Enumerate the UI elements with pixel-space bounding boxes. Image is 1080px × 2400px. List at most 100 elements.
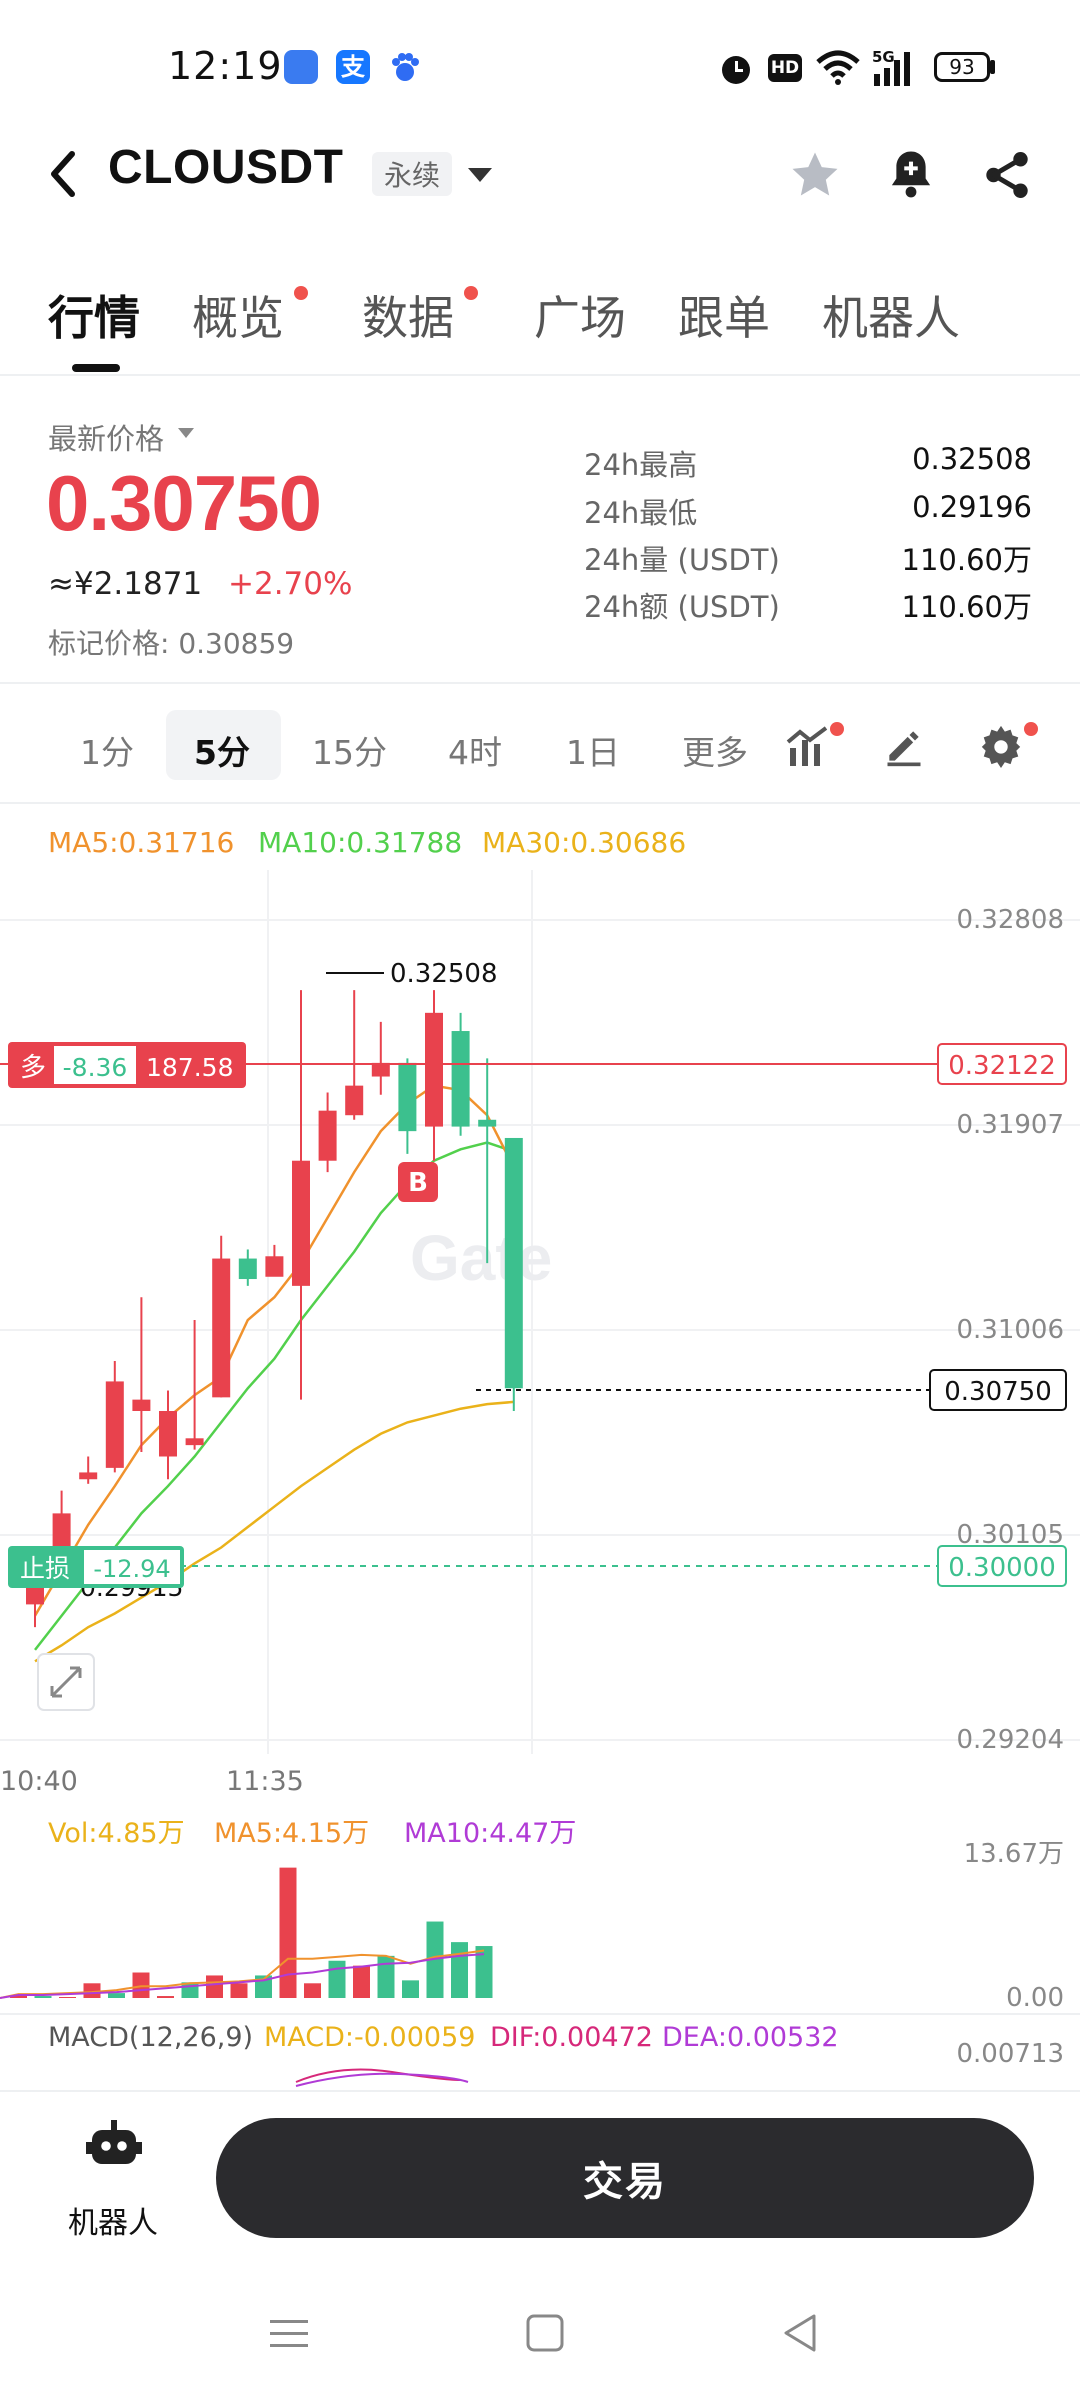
active-tab-indicator xyxy=(72,364,120,372)
pair-title[interactable]: CLOUSDT xyxy=(108,141,344,194)
long-position-tag[interactable]: 多 -8.36 187.58 xyxy=(8,1042,246,1088)
stop-loss-price-tag xyxy=(937,1545,1067,1587)
tab-market[interactable]: 行情 xyxy=(48,291,140,345)
ma10-legend: MA10:0.31788 xyxy=(258,826,463,859)
position-side: 多 xyxy=(20,1053,46,1083)
indicator-icon[interactable] xyxy=(786,724,834,768)
candle-body xyxy=(292,1160,310,1286)
kline-chart[interactable]: Gate 0.32808 0.31907 0.31006 0.30105 0.2… xyxy=(0,810,1080,2090)
blue-app-icon xyxy=(284,50,318,84)
stat-label-low: 24h最低 xyxy=(584,496,698,530)
alarm-icon xyxy=(722,56,750,84)
expand-icon[interactable] xyxy=(37,1653,95,1711)
draw-pen-icon[interactable] xyxy=(882,724,926,768)
interval-5m[interactable]: 5分 xyxy=(194,733,250,772)
buy-marker[interactable] xyxy=(398,1162,438,1202)
volume-ma10-line xyxy=(0,1953,485,1999)
time-axis-label: 11:35 xyxy=(226,1766,304,1797)
last-price: 0.30750 xyxy=(46,459,322,547)
candle-body xyxy=(132,1399,151,1411)
volume-axis-min: 0.00 xyxy=(1006,1983,1064,2013)
mark-price: 标记价格: 0.30859 xyxy=(48,627,295,660)
candle-body xyxy=(345,1085,364,1116)
macd-axis-label: 0.00713 xyxy=(956,2039,1064,2069)
home-icon[interactable] xyxy=(524,2312,566,2354)
dif-line xyxy=(295,2068,461,2083)
volume-bar xyxy=(59,1997,76,1998)
volume-ma5-legend: MA5:4.15万 xyxy=(214,1818,369,1849)
chevron-down-icon[interactable] xyxy=(468,168,492,182)
back-icon[interactable] xyxy=(44,146,84,202)
stat-value-low: 0.29196 xyxy=(912,490,1032,524)
candle-body xyxy=(159,1410,177,1457)
cny-price: ≈¥2.1871 xyxy=(48,566,203,602)
stop-loss-tag[interactable]: 止损 -12.94 xyxy=(8,1546,184,1588)
signal-icon xyxy=(874,52,910,86)
volume-bar xyxy=(10,1995,27,1998)
candle-body xyxy=(105,1381,124,1468)
wifi-icon xyxy=(816,50,860,85)
candle-body xyxy=(238,1258,257,1280)
volume-bar xyxy=(377,1955,395,1998)
volume-legend: Vol:4.85万 xyxy=(48,1818,185,1849)
ma30-line xyxy=(34,1400,514,1663)
interval-more[interactable]: 更多 xyxy=(682,733,748,772)
candle-body xyxy=(185,1438,204,1446)
interval-1d[interactable]: 1日 xyxy=(566,733,620,772)
interval-15m[interactable]: 15分 xyxy=(312,733,387,772)
overview-notification-dot xyxy=(294,286,308,300)
hd-icon: HD xyxy=(768,54,802,82)
volume-bar xyxy=(230,1983,248,1998)
dea-line xyxy=(295,2072,469,2087)
tab-overview[interactable]: 概览 xyxy=(192,291,284,345)
candle-body xyxy=(504,1137,523,1389)
tab-data[interactable]: 数据 xyxy=(362,291,454,345)
bell-plus-icon[interactable] xyxy=(884,146,938,202)
candle-body xyxy=(371,1062,390,1077)
time-axis-label: 10:40 xyxy=(0,1766,78,1797)
stat-label-high: 24h最高 xyxy=(584,448,698,482)
trade-button[interactable]: 交易 xyxy=(216,2118,1034,2238)
tab-bots[interactable]: 机器人 xyxy=(822,291,960,345)
battery-tip xyxy=(990,60,995,74)
interval-4h[interactable]: 4时 xyxy=(448,733,502,772)
volume-bar xyxy=(108,1993,125,1998)
stop-loss-price: 0.30000 xyxy=(948,1553,1056,1583)
status-time: 12:19 xyxy=(168,44,283,88)
price-axis-label: 0.29204 xyxy=(956,1725,1064,1755)
volume-bar xyxy=(34,1996,52,1998)
stat-value-high: 0.32508 xyxy=(912,442,1032,476)
volume-bar xyxy=(206,1975,223,1998)
share-icon[interactable] xyxy=(980,148,1034,202)
stop-loss-label: 止损 xyxy=(20,1554,70,1583)
network-type: 5G xyxy=(872,48,895,66)
divider xyxy=(0,2090,1080,2092)
interval-active-bg xyxy=(166,710,281,780)
robot-label[interactable]: 机器人 xyxy=(68,2206,158,2241)
price-axis-label: 0.31907 xyxy=(956,1110,1064,1140)
divider xyxy=(0,802,1080,804)
price-axis-label: 0.32808 xyxy=(956,905,1064,935)
caret-down-icon[interactable] xyxy=(178,428,194,438)
price-axis-label: 0.31006 xyxy=(956,1315,1064,1345)
contract-type-badge[interactable]: 永续 xyxy=(372,152,453,196)
settings-gear-icon[interactable] xyxy=(978,722,1024,768)
interval-1m[interactable]: 1分 xyxy=(80,733,134,772)
star-icon[interactable] xyxy=(788,148,842,202)
divider xyxy=(0,682,1080,684)
position-price: 0.32122 xyxy=(948,1051,1056,1081)
ma30-legend: MA30:0.30686 xyxy=(482,826,687,859)
ma5-line xyxy=(33,1084,515,1617)
candle-body xyxy=(425,1012,443,1127)
menu-icon[interactable] xyxy=(268,2314,312,2354)
current-price-tag xyxy=(929,1369,1067,1411)
alipay-icon: 支 xyxy=(336,50,370,84)
back-triangle-icon[interactable] xyxy=(780,2312,822,2354)
tab-square[interactable]: 广场 xyxy=(534,291,626,345)
stat-label-volume: 24h量 (USDT) xyxy=(584,543,780,577)
tab-copy-trading[interactable]: 跟单 xyxy=(678,291,770,345)
stat-value-volume: 110.60万 xyxy=(901,543,1032,577)
robot-icon[interactable] xyxy=(86,2120,142,2172)
latest-price-label[interactable]: 最新价格 xyxy=(48,422,165,456)
volume-bar xyxy=(402,1980,419,1998)
